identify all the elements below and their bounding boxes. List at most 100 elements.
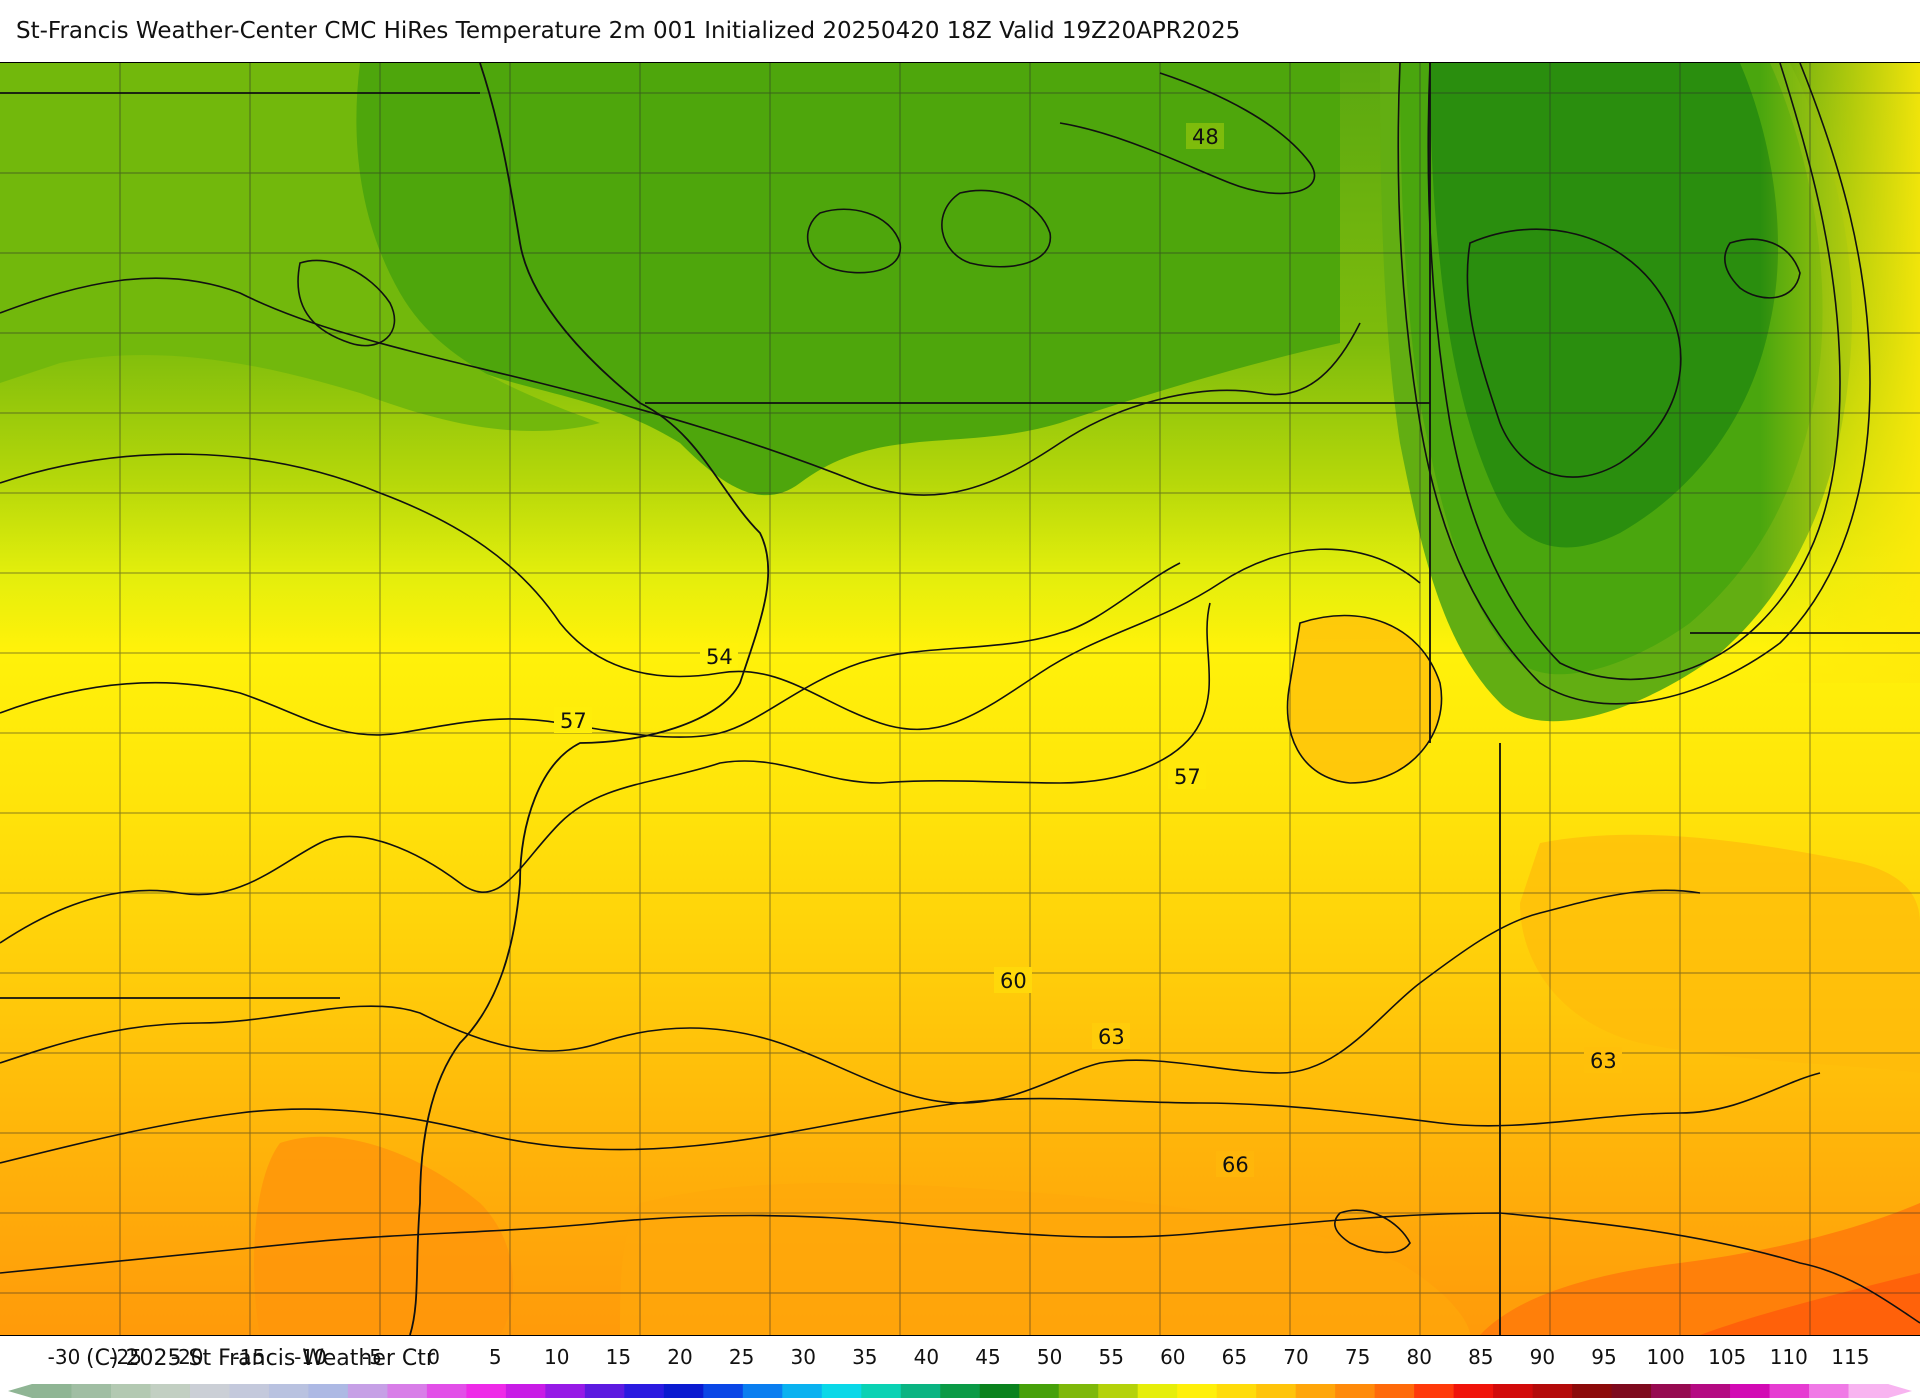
colorbar-swatch: [624, 1384, 665, 1398]
colorbar-swatch: [347, 1384, 388, 1398]
colorbar-arrow-high: [1888, 1384, 1912, 1398]
colorbar-swatch: [229, 1384, 270, 1398]
contour-label-63-east: 63: [1590, 1049, 1617, 1073]
colorbar-swatch: [1414, 1384, 1455, 1398]
county-boundaries: [0, 63, 1920, 1335]
colorbar-swatch: [1769, 1384, 1810, 1398]
colorbar-tick-label: 65: [1222, 1345, 1247, 1369]
colorbar-swatch: [150, 1384, 191, 1398]
colorbar-swatch: [1651, 1384, 1692, 1398]
contour-label-66: 66: [1222, 1153, 1249, 1177]
copyright-notice: (C) 2025 St Francis Weather Ctr: [86, 1346, 435, 1371]
colorbar-swatch: [584, 1384, 625, 1398]
warm-pocket-south-central: [620, 1183, 1470, 1335]
colorbar-tick-label: 80: [1406, 1345, 1431, 1369]
colorbar-swatch: [1098, 1384, 1139, 1398]
colorbar-swatch: [1730, 1384, 1771, 1398]
temperature-map: 48 54 57 57 60 63 63 66: [0, 62, 1920, 1336]
colorbar-tick-label: -10: [294, 1345, 327, 1369]
colorbar-swatch: [703, 1384, 744, 1398]
colorbar-tick-label: 115: [1831, 1345, 1869, 1369]
colorbar-swatch: [189, 1384, 231, 1398]
colorbar-tick-label: 35: [852, 1345, 877, 1369]
cool-band-north: [340, 63, 1340, 496]
colorbar-tick-label: 85: [1468, 1345, 1493, 1369]
contour-label-63-center: 63: [1098, 1025, 1125, 1049]
colorbar-tick-label: 110: [1770, 1345, 1808, 1369]
contour-label-57-east: 57: [1174, 765, 1201, 789]
colorbar-tick-label: 20: [667, 1345, 692, 1369]
colorbar-swatch: [900, 1384, 941, 1398]
colorbar-swatch: [1058, 1384, 1099, 1398]
colorbar-swatch: [110, 1384, 152, 1398]
colorbar-swatch: [1572, 1384, 1613, 1398]
colorbar-swatch: [940, 1384, 981, 1398]
colorbar-swatch: [1019, 1384, 1060, 1398]
colorbar-tick-label: 50: [1037, 1345, 1062, 1369]
colorbar-swatch: [782, 1384, 823, 1398]
colorbar-swatch: [1374, 1384, 1415, 1398]
colorbar-swatch: [387, 1384, 428, 1398]
colorbar-swatch: [1216, 1384, 1257, 1398]
contour-label-54: 54: [706, 645, 733, 669]
map-title: St-Francis Weather-Center CMC HiRes Temp…: [16, 18, 1241, 44]
colorbar-swatch: [505, 1384, 546, 1398]
contour-label-48: 48: [1192, 125, 1219, 149]
colorbar-swatch: [71, 1384, 112, 1398]
colorbar-swatch: [1848, 1384, 1889, 1398]
colorbar-swatch: [663, 1384, 704, 1398]
colorbar-tick-label: 40: [914, 1345, 939, 1369]
colorbar-tick-label: 100: [1647, 1345, 1685, 1369]
colorbar-tick-label: 90: [1530, 1345, 1555, 1369]
colorbar-swatch: [545, 1384, 586, 1398]
colorbar-swatch: [308, 1384, 349, 1398]
colorbar-canvas: -30 -25 -20 -15 -10 -5 0 5 10 15 20 25 30 35 40 45 50 55 6…: [8, 1345, 1912, 1398]
colorbar-tick-label: 45: [975, 1345, 1000, 1369]
colorbar-swatch: [1493, 1384, 1534, 1398]
colorbar-tick-label: 10: [544, 1345, 569, 1369]
colorbar-swatch: [1611, 1384, 1652, 1398]
temperature-colorbar: -30 -25 -20 -15 -10 -5 0 5 10 15 20 25 30 35 40 45 50 55 6…: [0, 1336, 1920, 1400]
colorbar-swatch: [426, 1384, 467, 1398]
lake-core: [1430, 63, 1779, 548]
cool-band-west: [0, 63, 600, 432]
colorbar-swatch: [1690, 1384, 1731, 1398]
colorbar-tick-label: 60: [1160, 1345, 1185, 1369]
colorbar-tick-label: 95: [1591, 1345, 1616, 1369]
colorbar-tick-label: -25: [109, 1345, 142, 1369]
colorbar-swatch: [1809, 1384, 1850, 1398]
isotherm-labels: 48 54 57 57 60 63 63 66: [554, 123, 1622, 1177]
colorbar-swatch: [32, 1384, 73, 1398]
warm-pocket-east: [1287, 615, 1442, 783]
colorbar-swatch: [742, 1384, 783, 1398]
colorbar-swatch: [1295, 1384, 1336, 1398]
colorbar-tick-label: 75: [1345, 1345, 1370, 1369]
colorbar-tick-label: 0: [427, 1345, 440, 1369]
colorbar-swatch: [1335, 1384, 1376, 1398]
colorbar-tick-label: -15: [232, 1345, 265, 1369]
colorbar-tick-label: 30: [790, 1345, 815, 1369]
state-boundaries: [0, 63, 1920, 1335]
colorbar-swatch: [1256, 1384, 1297, 1398]
colorbar-tick-label: 15: [606, 1345, 631, 1369]
colorbar-arrow-low: [8, 1384, 32, 1398]
contour-label-57-west: 57: [560, 709, 587, 733]
colorbar-tick-label: 70: [1283, 1345, 1308, 1369]
colorbar-tick-label: 25: [729, 1345, 754, 1369]
colorbar-swatch: [821, 1384, 862, 1398]
contour-label-60: 60: [1000, 969, 1027, 993]
temperature-map-canvas: 48 54 57 57 60 63 63 66: [0, 63, 1920, 1335]
colorbar-tick-label: 55: [1098, 1345, 1123, 1369]
colorbar-tick-label: -30: [48, 1345, 81, 1369]
colorbar-swatch: [861, 1384, 902, 1398]
colorbar-swatch: [268, 1384, 310, 1398]
colorbar-tick-label: 5: [489, 1345, 502, 1369]
isotherms: [0, 63, 1920, 1324]
colorbar-swatch: [1532, 1384, 1573, 1398]
colorbar-swatch: [1177, 1384, 1218, 1398]
colorbar-tick-label: -5: [362, 1345, 382, 1369]
colorbar-swatches: [8, 1384, 1912, 1398]
colorbar-swatch: [979, 1384, 1020, 1398]
colorbar-tick-label: 105: [1708, 1345, 1746, 1369]
colorbar-tick-labels: -30 -25 -20 -15 -10 -5 0 5 10 15 20 25 30 35 40 45 50 55 6…: [48, 1345, 1870, 1369]
